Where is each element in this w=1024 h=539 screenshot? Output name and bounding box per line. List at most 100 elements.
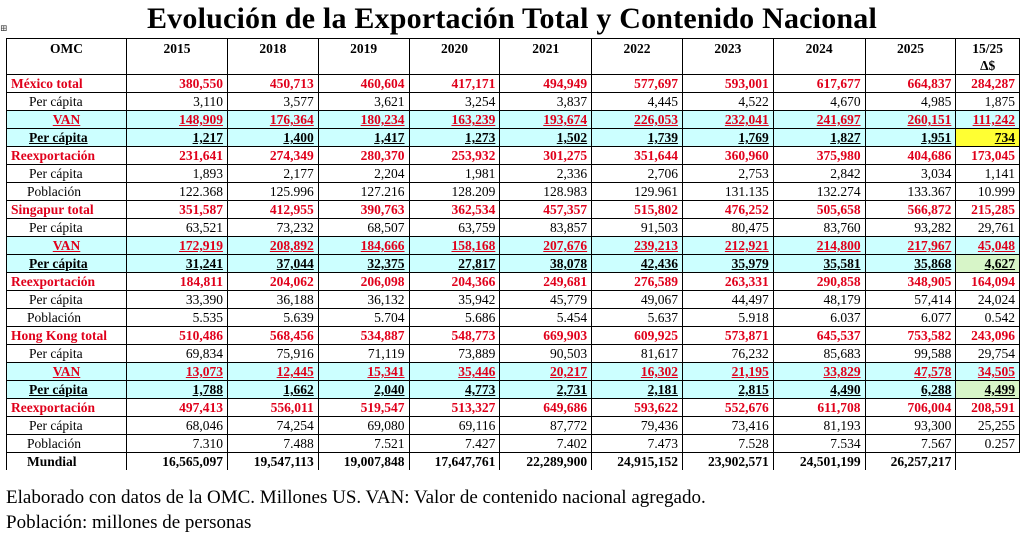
table-cell: 10.999 <box>955 182 1020 201</box>
table-cell: 5.686 <box>408 308 501 327</box>
table-cell: 90,503 <box>499 344 593 363</box>
table-row: México total 380,550 450,713 460,604 417,171… <box>5 74 1020 93</box>
table-row: Mundial 16,565,097 19,547,113 19,007,848 17,… <box>5 452 1020 471</box>
table-cell: 573,871 <box>681 326 774 345</box>
table-row: Per cápita 33,390 36,188 36,132 35,942 45,779… <box>5 290 1020 309</box>
table-cell: 0.257 <box>955 434 1020 453</box>
table-cell: 7.402 <box>499 434 593 453</box>
table-cell: 734 <box>955 128 1020 147</box>
table-cell: 111,242 <box>955 110 1020 129</box>
table-cell: 593,622 <box>591 398 683 417</box>
table-cell: 93,282 <box>864 218 957 237</box>
table-cell: 207,676 <box>499 236 593 255</box>
table-cell: 2,731 <box>499 380 593 399</box>
row-label: Per cápita <box>5 416 128 435</box>
table-row: Reexportación 497,413 556,011 519,547 513,32… <box>5 398 1020 417</box>
table-cell: 24,024 <box>955 290 1020 309</box>
row-label: VAN <box>5 362 128 381</box>
table-cell: 24,501,199 <box>772 452 866 471</box>
table-cell: 552,676 <box>681 398 774 417</box>
table-cell: 127.216 <box>317 182 410 201</box>
table-cell: 80,475 <box>681 218 774 237</box>
footnote-population: Población: millones de personas <box>6 512 252 533</box>
table-cell: 81,193 <box>772 416 866 435</box>
table-cell: 47,578 <box>864 362 957 381</box>
table-cell: 351,644 <box>591 146 683 165</box>
footnote-source: Elaborado con datos de la OMC. Millones … <box>6 487 706 508</box>
row-label: Per cápita <box>5 290 128 309</box>
table-cell: 35,446 <box>408 362 501 381</box>
row-label: Per cápita <box>5 218 128 237</box>
table-cell: 184,811 <box>126 272 228 291</box>
table-cell: 16,302 <box>591 362 683 381</box>
table-cell: 1,273 <box>408 128 501 147</box>
table-cell: 7.310 <box>126 434 228 453</box>
table-cell: 19,007,848 <box>317 452 410 471</box>
table-cell: 73,889 <box>408 344 501 363</box>
table-cell: 2,336 <box>499 164 593 183</box>
table-cell: 253,932 <box>408 146 501 165</box>
table-cell: 4,499 <box>955 380 1020 399</box>
table-cell: 2,177 <box>226 164 319 183</box>
row-label: Mundial <box>5 452 128 471</box>
table-cell: 669,903 <box>499 326 593 345</box>
table-row: Per cápita 68,046 74,254 69,080 69,116 87,772… <box>5 416 1020 435</box>
table-cell: 128.983 <box>499 182 593 201</box>
table-cell: 556,011 <box>226 398 319 417</box>
table-cell: 68,507 <box>317 218 410 237</box>
table-row: Per cápita 1,217 1,400 1,417 1,273 1,502 1,739… <box>5 128 1020 147</box>
column-header: 2015 <box>126 38 228 75</box>
row-label: Hong Kong total <box>5 326 128 345</box>
table-cell: 290,858 <box>772 272 866 291</box>
table-cell: 519,547 <box>317 398 410 417</box>
table-cell: 48,179 <box>772 290 866 309</box>
table-cell: 417,171 <box>408 74 501 93</box>
table-cell: 35,581 <box>772 254 866 273</box>
table-cell: 6,288 <box>864 380 957 399</box>
table-row: Reexportación 184,811 204,062 206,098 204,36… <box>5 272 1020 291</box>
table-cell: 27,817 <box>408 254 501 273</box>
table-cell: 351,587 <box>126 200 228 219</box>
table-cell: 57,414 <box>864 290 957 309</box>
table-cell: 375,980 <box>772 146 866 165</box>
table-cell: 32,375 <box>317 254 410 273</box>
table-cell <box>956 453 1020 471</box>
table-cell: 460,604 <box>317 74 410 93</box>
table-cell: 1,662 <box>226 380 319 399</box>
column-header: 2019 <box>317 38 410 75</box>
table-cell: 609,925 <box>591 326 683 345</box>
table-cell: 71,119 <box>317 344 410 363</box>
column-header: 2024 <box>772 38 866 75</box>
table-cell: 232,041 <box>681 110 774 129</box>
table-cell: 26,257,217 <box>864 452 957 471</box>
table-cell: 515,802 <box>591 200 683 219</box>
table-cell: 29,754 <box>955 344 1020 363</box>
table-cell: 476,252 <box>681 200 774 219</box>
table-cell: 7.534 <box>772 434 866 453</box>
table-cell: 260,151 <box>864 110 957 129</box>
table-cell: 3,034 <box>864 164 957 183</box>
table-cell: 176,364 <box>226 110 319 129</box>
table-cell: 63,521 <box>126 218 228 237</box>
table-row: Singapur total 351,587 412,955 390,763 362,5… <box>5 200 1020 219</box>
table-cell: 91,503 <box>591 218 683 237</box>
table-cell: 457,357 <box>499 200 593 219</box>
table-cell: 2,181 <box>591 380 683 399</box>
table-cell: 2,706 <box>591 164 683 183</box>
table-cell: 497,413 <box>126 398 228 417</box>
table-cell: 280,370 <box>317 146 410 165</box>
table-cell: 208,892 <box>226 236 319 255</box>
row-label: Per cápita <box>5 380 128 399</box>
table-move-handle-icon[interactable]: ⊞ <box>0 23 8 33</box>
table-cell: 3,621 <box>317 92 410 111</box>
row-label: Per cápita <box>5 92 128 111</box>
table-cell: 49,067 <box>591 290 683 309</box>
row-label: Población <box>5 182 128 201</box>
table-cell: 664,837 <box>864 74 957 93</box>
table-row: Per cápita 31,241 37,044 32,375 27,817 38,078… <box>5 254 1020 273</box>
row-label: Población <box>5 308 128 327</box>
table-cell: 1,739 <box>591 128 683 147</box>
table-cell: 617,677 <box>772 74 866 93</box>
column-header: 2023 <box>681 38 774 75</box>
table-cell: 173,045 <box>955 146 1020 165</box>
